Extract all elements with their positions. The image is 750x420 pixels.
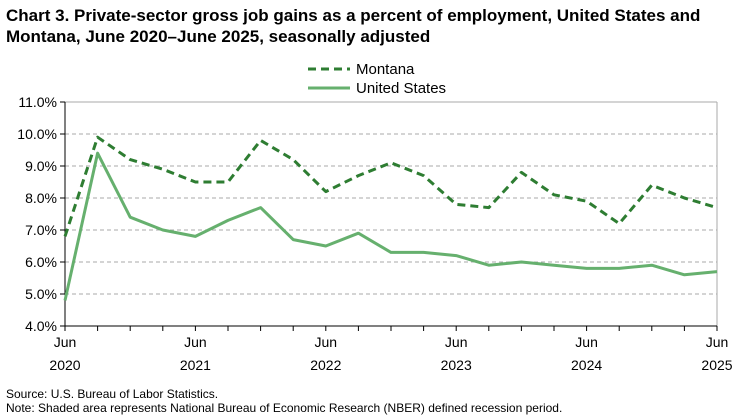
source-text: Source: U.S. Bureau of Labor Statistics. bbox=[6, 387, 219, 401]
legend-label: United States bbox=[356, 80, 446, 97]
x-tick-label-month: Jun bbox=[575, 334, 598, 350]
x-tick-label-month: Jun bbox=[184, 334, 207, 350]
y-tick-label: 5.0% bbox=[25, 286, 57, 302]
series-line-united-states bbox=[63, 151, 718, 301]
x-tick-label-year: 2024 bbox=[571, 357, 602, 373]
legend-label: Montana bbox=[356, 61, 415, 78]
y-tick-label: 7.0% bbox=[25, 222, 57, 238]
x-tick-label-year: 2025 bbox=[701, 357, 732, 373]
x-tick-label-month: Jun bbox=[445, 334, 468, 350]
chart-footer: Source: U.S. Bureau of Labor Statistics.… bbox=[6, 387, 562, 415]
y-tick-label: 10.0% bbox=[17, 126, 57, 142]
y-tick-label: 6.0% bbox=[25, 254, 57, 270]
note-text: Note: Shaded area represents National Bu… bbox=[6, 401, 563, 415]
y-tick-label: 9.0% bbox=[25, 158, 57, 174]
series-line-montana bbox=[63, 135, 718, 237]
y-tick-label: 11.0% bbox=[18, 94, 57, 110]
x-tick-label-month: Jun bbox=[315, 334, 338, 350]
x-tick-label-year: 2020 bbox=[49, 357, 80, 373]
x-tick-label-year: 2021 bbox=[180, 357, 211, 373]
x-tick-label-month: Jun bbox=[54, 334, 77, 350]
chart-title: Chart 3. Private-sector gross job gains … bbox=[6, 6, 701, 46]
x-tick-label-year: 2022 bbox=[310, 357, 341, 373]
x-tick-label-month: Jun bbox=[706, 334, 729, 350]
y-tick-label: 4.0% bbox=[25, 318, 57, 334]
y-tick-label: 8.0% bbox=[25, 190, 57, 206]
x-tick-label-year: 2023 bbox=[441, 357, 472, 373]
